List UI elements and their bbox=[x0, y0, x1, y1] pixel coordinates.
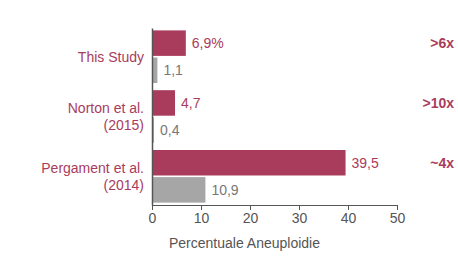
data-label: 39,5 bbox=[352, 155, 379, 171]
y-tick-label: Pergament et al.(2014) bbox=[41, 160, 144, 193]
bar bbox=[152, 90, 175, 115]
x-axis-title: Percentuale Aneuploidie bbox=[169, 235, 320, 251]
bar bbox=[152, 177, 205, 202]
y-tick: This Study bbox=[78, 49, 152, 65]
x-tick-label: 40 bbox=[341, 210, 357, 226]
data-label: 4,7 bbox=[181, 95, 201, 111]
y-axis: This Study Norton et al.(2015) Pergament e… bbox=[41, 29, 152, 206]
annotation: >10x bbox=[422, 95, 454, 111]
y-tick-label-line: Pergament et al. bbox=[41, 160, 144, 176]
x-tick: 40 bbox=[341, 205, 357, 226]
x-axis: 0 10 20 30 40 50 bbox=[149, 205, 406, 226]
x-tick: 20 bbox=[243, 205, 259, 226]
y-tick-label: Norton et al.(2015) bbox=[68, 100, 144, 133]
chart: 0 10 20 30 40 50 This Study Norton et al.(2015)… bbox=[0, 0, 458, 268]
bar bbox=[152, 150, 346, 175]
x-tick-label: 30 bbox=[292, 210, 308, 226]
x-tick: 0 bbox=[149, 205, 157, 226]
y-tick-label-line: (2014) bbox=[104, 177, 144, 193]
y-tick-label-line: Norton et al. bbox=[68, 100, 144, 116]
data-label: 10,9 bbox=[211, 182, 238, 198]
x-tick-label: 20 bbox=[243, 210, 259, 226]
x-tick: 50 bbox=[390, 205, 406, 226]
y-axis-line bbox=[152, 29, 154, 206]
x-axis-line bbox=[153, 206, 398, 211]
y-tick-label-line: (2015) bbox=[104, 117, 144, 133]
bars bbox=[152, 30, 346, 202]
annotation: >6x bbox=[430, 35, 454, 51]
data-label: 6,9% bbox=[192, 35, 224, 51]
x-tick-label: 50 bbox=[390, 210, 406, 226]
bar bbox=[152, 30, 186, 55]
annotations: >6x >10x ~4x bbox=[422, 35, 454, 171]
plot: 0 10 20 30 40 50 This Study Norton et al.(2015)… bbox=[41, 29, 454, 252]
x-tick-label: 0 bbox=[149, 210, 157, 226]
data-label: 0,4 bbox=[160, 122, 180, 138]
x-tick: 10 bbox=[194, 205, 210, 226]
annotation: ~4x bbox=[430, 155, 454, 171]
x-tick: 30 bbox=[292, 205, 308, 226]
data-labels: 6,9% 4,7 39,5 1,1 0,4 10,9 bbox=[160, 35, 379, 198]
y-tick: Pergament et al.(2014) bbox=[41, 160, 152, 193]
data-label: 1,1 bbox=[163, 62, 183, 78]
y-tick-label-line: This Study bbox=[78, 49, 144, 65]
y-tick: Norton et al.(2015) bbox=[68, 100, 152, 133]
y-tick-label: This Study bbox=[78, 49, 144, 65]
x-tick-label: 10 bbox=[194, 210, 210, 226]
